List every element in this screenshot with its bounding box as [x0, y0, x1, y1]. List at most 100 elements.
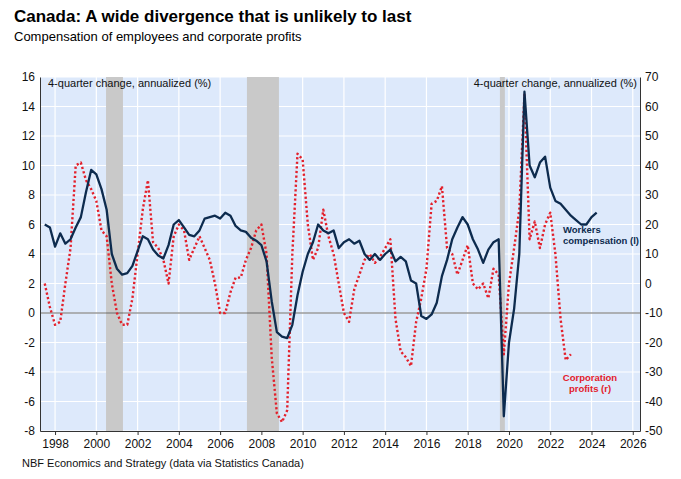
- grid-line: [632, 77, 633, 431]
- grid: [40, 77, 640, 431]
- tick: 2002: [125, 431, 152, 451]
- tick: 2010: [290, 431, 317, 451]
- series-line: [45, 92, 597, 417]
- zero-line: [40, 312, 640, 313]
- tick: 30: [640, 188, 659, 202]
- axis-line: [640, 78, 641, 432]
- source: NBF Economics and Strategy (data via Sta…: [22, 457, 304, 469]
- tick-mark: [468, 431, 469, 435]
- tick: 10: [640, 247, 659, 261]
- tick: 2018: [455, 431, 482, 451]
- y2-axis: -50 -40 -30 -20 -10 0 10 20 30 40 50 60 70: [640, 70, 663, 438]
- tick-label: 2026: [620, 437, 647, 451]
- tick-mark: [55, 431, 56, 435]
- subtitle: Compensation of employees and corporate …: [14, 29, 302, 44]
- x-axis: 1998200020022004200620082010201220142016…: [41, 431, 647, 451]
- shaded-period: [247, 77, 279, 431]
- tick: 2020: [496, 431, 523, 451]
- tick: 6: [28, 218, 40, 232]
- tick-label: -4: [24, 365, 35, 379]
- tick-label: 12: [22, 129, 36, 143]
- axis-line: [40, 78, 41, 432]
- grid-line: [220, 77, 221, 431]
- tick: 2004: [166, 431, 193, 451]
- tick: -8: [24, 424, 40, 438]
- tick: 14: [22, 100, 40, 114]
- grid-line: [467, 77, 468, 431]
- tick-label: 2004: [166, 437, 193, 451]
- tick-label: 2006: [207, 437, 234, 451]
- plot-background: [40, 77, 640, 431]
- tick-label: 20: [645, 218, 659, 232]
- tick: 8: [28, 188, 40, 202]
- tick-label: 2002: [125, 437, 152, 451]
- tick-label: -8: [24, 424, 35, 438]
- tick: 40: [640, 159, 659, 173]
- grid-line: [40, 312, 640, 313]
- tick-label: 70: [645, 70, 659, 84]
- tick: 2026: [620, 431, 647, 451]
- tick-mark: [550, 431, 551, 435]
- tick-mark: [633, 431, 634, 435]
- tick-label: -50: [645, 424, 663, 438]
- tick-mark: [592, 431, 593, 435]
- tick-label: 2010: [290, 437, 317, 451]
- tick-label: 2020: [496, 437, 523, 451]
- grid-line: [508, 77, 509, 431]
- tick: -40: [640, 395, 663, 409]
- tick: 2: [28, 277, 40, 291]
- grid-line: [550, 77, 551, 431]
- tick-label: 2014: [372, 437, 399, 451]
- tick: -2: [24, 336, 40, 350]
- tick-label: 6: [28, 218, 35, 232]
- tick-label: -6: [24, 395, 35, 409]
- tick: 4: [28, 247, 40, 261]
- tick: 16: [22, 70, 40, 84]
- tick: 2016: [414, 431, 441, 451]
- tick-label: 10: [22, 159, 36, 173]
- tick-mark: [509, 431, 510, 435]
- axis-label: 4-quarter change, annualized (%): [474, 77, 637, 89]
- tick-label: 2000: [83, 437, 110, 451]
- tick-label: 2018: [455, 437, 482, 451]
- tick: 2008: [249, 431, 276, 451]
- tick: -10: [640, 306, 663, 320]
- tick-label: -30: [645, 365, 663, 379]
- tick: 1998: [42, 431, 69, 451]
- tick-label: -20: [645, 336, 663, 350]
- tick: 50: [640, 129, 659, 143]
- axis-label: 4-quarter change, annualized (%): [48, 77, 211, 89]
- tick: 2006: [207, 431, 234, 451]
- grid-line: [302, 77, 303, 431]
- plot-area: [40, 77, 640, 431]
- tick: 12: [22, 129, 40, 143]
- tick: 60: [640, 100, 659, 114]
- tick-label: 2: [28, 277, 35, 291]
- tick: 0: [640, 277, 652, 291]
- tick-label: 1998: [42, 437, 69, 451]
- tick: 2014: [372, 431, 399, 451]
- tick: 10: [22, 159, 40, 173]
- tick-label: 30: [645, 188, 659, 202]
- tick-label: 40: [645, 159, 659, 173]
- tick: -30: [640, 365, 663, 379]
- tick-mark: [138, 431, 139, 435]
- tick: -20: [640, 336, 663, 350]
- series-line: [45, 95, 571, 422]
- tick-mark: [220, 431, 221, 435]
- tick-mark: [261, 431, 262, 435]
- tick-label: 50: [645, 129, 659, 143]
- tick: 20: [640, 218, 659, 232]
- series-label: Corporationprofits (r): [563, 372, 618, 394]
- tick: 2000: [83, 431, 110, 451]
- tick-label: 0: [28, 306, 35, 320]
- tick: -4: [24, 365, 40, 379]
- tick: -6: [24, 395, 40, 409]
- grid-line: [54, 77, 55, 431]
- tick-label: -10: [645, 306, 663, 320]
- tick-label: 4: [28, 247, 35, 261]
- tick-label: 10: [645, 247, 659, 261]
- series-label: Workerscompensation (l): [563, 224, 639, 246]
- title: Canada: A wide divergence that is unlike…: [14, 7, 412, 26]
- tick-label: 2022: [537, 437, 564, 451]
